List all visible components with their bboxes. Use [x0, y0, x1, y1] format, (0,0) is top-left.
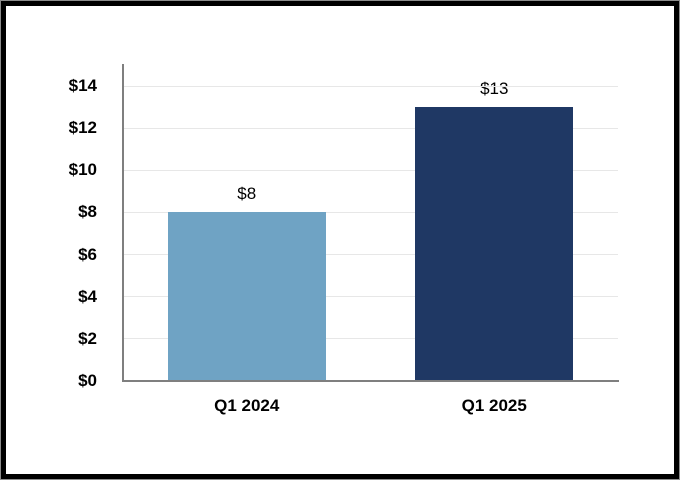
y-tick-label: $10: [68, 160, 97, 180]
gridline: [123, 85, 618, 87]
y-tick-label: $12: [68, 118, 97, 138]
gridline: [123, 127, 618, 129]
y-tick-label: $2: [78, 328, 97, 348]
data-label: $8: [237, 184, 257, 204]
data-label: $13: [480, 79, 509, 99]
gridline: [123, 296, 618, 298]
y-tick-label: $8: [78, 202, 97, 222]
x-axis-line: [122, 380, 619, 382]
gridline: [123, 169, 618, 171]
y-tick-label: $6: [78, 244, 97, 264]
gridline: [123, 338, 618, 340]
category-label: Q1 2024: [214, 396, 280, 415]
gridline: [123, 254, 618, 256]
category-label: Q1 2025: [461, 396, 527, 415]
y-axis-line: [122, 64, 124, 381]
y-tick-label: $4: [78, 286, 97, 306]
plot-area: [122, 64, 619, 382]
gridline: [123, 211, 618, 213]
y-tick-label: $0: [78, 371, 97, 390]
bar-q1-2025: [415, 107, 574, 381]
bar-q1-2024: [167, 212, 326, 381]
y-tick-label: $14: [68, 76, 97, 96]
